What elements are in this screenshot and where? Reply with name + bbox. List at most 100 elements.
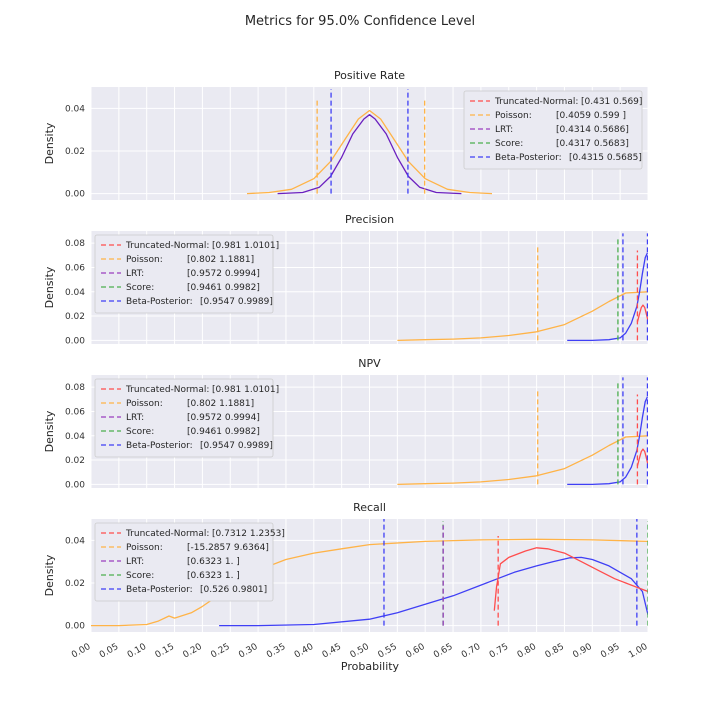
x-tick-label: 0.10 (126, 642, 149, 661)
curve-beta-posterior (567, 252, 648, 342)
legend-label: Score: (126, 571, 154, 581)
legend-interval: [0.9461 0.9982] (187, 283, 260, 293)
x-tick-label: 0.20 (182, 642, 205, 661)
legend-label: Score: (495, 139, 523, 149)
x-tick-label: 0.65 (432, 642, 454, 661)
panel-title: NPV (358, 357, 381, 370)
curve-truncated-normal (493, 547, 648, 611)
x-tick-label: 0.15 (154, 642, 176, 661)
legend: Truncated-Normal: [0.981 1.0101] Poisson: [… (94, 234, 279, 314)
y-tick-label: 0.02 (65, 456, 85, 466)
legend: Truncated-Normal: [0.981 1.0101] Poisson: [… (94, 378, 279, 458)
legend-interval: [0.981 1.0101] (212, 241, 279, 251)
legend-interval: [0.9461 0.9982] (187, 427, 260, 437)
y-axis-label: Density (43, 122, 56, 164)
panel-3: 0.00 0.02 0.04 Recall Density Truncated-Norma… (43, 501, 649, 632)
y-tick-label: 0.04 (65, 104, 85, 114)
legend-interval: [0.7312 1.2353] (212, 529, 285, 539)
x-tick-label: 0.90 (571, 642, 594, 661)
y-tick-label: 0.02 (65, 579, 85, 589)
legend: Truncated-Normal: [0.7312 1.2353] Poisson:… (94, 522, 285, 602)
plot-content (246, 89, 493, 195)
curve-overlap (277, 114, 462, 195)
x-axis-label: Probability (341, 660, 400, 673)
x-tick-label: 0.45 (321, 642, 343, 661)
legend-interval: [0.431 0.569] (581, 97, 642, 107)
plot-content (397, 233, 648, 342)
y-tick-label: 0.08 (65, 239, 85, 249)
legend-label: Poisson: (495, 111, 532, 121)
legend-label: Beta-Posterior: (495, 153, 562, 163)
legend-label: Beta-Posterior: (126, 585, 193, 595)
panel-title: Precision (345, 213, 394, 226)
curve-truncated-normal (636, 448, 648, 467)
x-tick-label: 0.95 (599, 642, 621, 661)
legend-interval: [0.9572 0.9994] (187, 269, 260, 279)
y-tick-label: 0.00 (65, 622, 85, 632)
legend-label: Truncated-Normal: (125, 529, 209, 539)
legend-interval: [0.802 1.1881] (187, 399, 254, 409)
x-tick-label: 0.85 (544, 642, 566, 661)
x-tick-label: 0.00 (70, 642, 93, 661)
y-tick-label: 0.08 (65, 383, 85, 393)
y-tick-label: 0.02 (65, 312, 85, 322)
legend-box (94, 378, 274, 458)
panel-0: 0.00 0.02 0.04 Positive Rate Density Truncate… (43, 69, 649, 200)
curve-beta-posterior (219, 556, 648, 627)
x-tick-label: 0.05 (98, 642, 120, 661)
y-axis-label: Density (43, 266, 56, 308)
x-tick-label: 0.80 (516, 642, 539, 661)
y-tick-label: 0.00 (65, 336, 85, 346)
panel-title: Positive Rate (334, 69, 405, 82)
legend-interval: [0.981 1.0101] (212, 385, 279, 395)
legend-label: Score: (126, 427, 154, 437)
y-tick-label: 0.04 (65, 432, 85, 442)
legend-label: Poisson: (126, 543, 163, 553)
legend-label: LRT: (126, 557, 144, 567)
y-axis-label: Density (43, 554, 56, 596)
legend-label: Truncated-Normal: (125, 241, 209, 251)
legend-interval: [0.4317 0.5683] (556, 139, 629, 149)
legend: Truncated-Normal: [0.431 0.569] Poisson: [0… (463, 90, 643, 170)
y-tick-label: 0.04 (65, 536, 85, 546)
legend-label: LRT: (495, 125, 513, 135)
legend-label: Truncated-Normal: (494, 97, 578, 107)
legend-interval: [0.4315 0.5685] (569, 153, 642, 163)
plot-content (397, 377, 648, 486)
legend-interval: [0.9547 0.9989] (200, 297, 273, 307)
panel-2: 0.00 0.02 0.04 0.06 0.08 NPV Density Truncated-… (43, 357, 649, 490)
legend-box (94, 234, 274, 314)
y-tick-label: 0.04 (65, 288, 85, 298)
curve-poisson (246, 109, 493, 195)
panel-1: 0.00 0.02 0.04 0.06 0.08 Precision Density Trun… (43, 213, 649, 346)
legend-box (463, 90, 643, 170)
legend-label: Poisson: (126, 399, 163, 409)
y-axis-label: Density (43, 410, 56, 452)
x-tick-label: 0.50 (349, 642, 372, 661)
legend-interval: [0.4314 0.5686] (556, 125, 629, 135)
curve-poisson (397, 291, 648, 342)
legend-label: Score: (126, 283, 154, 293)
panel-title: Recall (353, 501, 386, 514)
x-tick-label: 1.00 (627, 642, 650, 661)
x-tick-label: 0.75 (488, 642, 510, 661)
x-tick-label: 0.70 (460, 642, 483, 661)
x-tick-label: 0.25 (209, 642, 231, 661)
legend-interval: [0.4059 0.599 ] (556, 111, 626, 121)
legend-interval: [0.9547 0.9989] (200, 441, 273, 451)
x-tick-label: 0.60 (404, 642, 427, 661)
legend-label: LRT: (126, 269, 144, 279)
y-tick-label: 0.06 (65, 263, 85, 273)
curve-poisson (397, 435, 648, 486)
y-tick-label: 0.00 (65, 480, 85, 490)
legend-interval: [0.9572 0.9994] (187, 413, 260, 423)
x-tick-label: 0.55 (376, 642, 398, 661)
legend-interval: [0.802 1.1881] (187, 255, 254, 265)
legend-label: Beta-Posterior: (126, 297, 193, 307)
legend-box (94, 522, 274, 602)
figure-title: Metrics for 95.0% Confidence Level (245, 14, 475, 29)
legend-label: Beta-Posterior: (126, 441, 193, 451)
curve-beta-posterior (567, 396, 648, 486)
legend-interval: [0.526 0.9801] (200, 585, 267, 595)
legend-interval: [-15.2857 9.6364] (187, 543, 269, 553)
